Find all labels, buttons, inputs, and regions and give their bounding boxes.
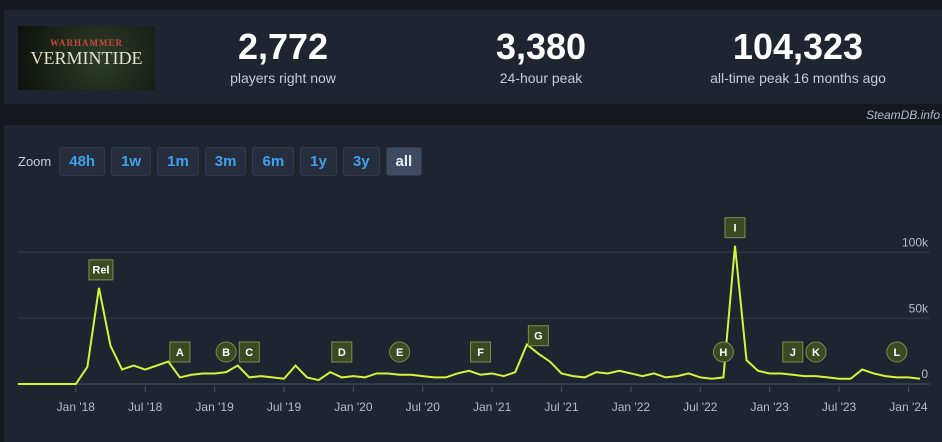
x-tick-label: Jul '20 [406,400,441,414]
event-label: Rel [92,265,109,277]
stat: 104,323 all-time peak 16 months ago [673,26,923,86]
event-label: H [719,347,727,359]
event-marker [886,341,908,363]
event-label: F [477,347,484,359]
stat-label: players right now [230,70,336,86]
event-marker [238,341,260,363]
event-marker [805,341,827,363]
event-marker [169,341,191,363]
event-marker [712,341,734,363]
stat-label: all-time peak 16 months ago [710,70,886,86]
event-label: B [222,347,230,359]
x-tick-label: Jul '23 [822,400,857,414]
zoom-button[interactable]: all [385,147,423,176]
zoom-button[interactable]: 48h [59,147,106,176]
event-label: C [245,347,253,359]
stat-value: 104,323 [732,26,864,67]
zoom-button[interactable]: 1m [157,147,199,176]
x-tick-label: Jan '22 [612,400,651,414]
y-tick-label: 100k [902,235,929,249]
x-tick-label: Jan '18 [57,400,96,414]
event-label: L [894,347,901,359]
x-tick-label: Jan '20 [334,400,373,414]
x-tick-label: Jul '22 [683,400,718,414]
event-label: J [790,347,796,359]
x-tick-label: Jan '19 [195,400,234,414]
stat-value: 3,380 [495,26,587,67]
zoom-bar: Zoom 48h 1w 1m 3m 6m 1y 3y all [18,147,423,176]
logo-name: VERMINTIDE [30,48,143,68]
event-marker [527,325,549,347]
stat: 3,380 24-hour peak [416,26,666,86]
zoom-button[interactable]: 1y [300,147,337,176]
x-tick-label: Jan '24 [889,400,928,414]
zoom-button[interactable]: 3m [204,147,247,176]
zoom-button[interactable]: 6m [252,147,295,176]
y-tick-label: 0 [921,367,928,381]
stat-value: 2,772 [237,26,329,67]
y-tick-label: 50k [909,301,929,315]
x-tick-label: Jan '23 [751,400,790,414]
zoom-button[interactable]: 3y [342,147,380,176]
x-tick-label: Jan '21 [473,400,512,414]
event-label: D [338,347,346,359]
zoom-label: Zoom [18,154,52,169]
stat-label: 24-hour peak [499,70,583,86]
stat: 2,772 players right now [158,26,408,86]
event-marker [88,259,114,281]
stats-card: WARHAMMER VERMINTIDE 2,772 players right … [4,10,942,104]
event-marker [389,341,411,363]
event-label: E [396,347,403,359]
logo-top: WARHAMMER [50,38,123,48]
event-label: A [176,347,184,359]
zoom-button[interactable]: 1w [111,147,152,176]
x-tick-label: Jul '19 [267,400,302,414]
event-marker [331,341,353,363]
event-marker [724,217,746,239]
event-marker [215,341,237,363]
chart-panel: Zoom 48h 1w 1m 3m 6m 1y 3y all [4,125,942,442]
event-label: I [733,223,736,235]
event-marker [470,341,492,363]
event-label: G [534,331,543,343]
line-series [18,245,921,385]
game-logo: WARHAMMER VERMINTIDE [18,26,155,90]
source-label: SteamDB.info [865,108,940,122]
event-marker [782,341,804,363]
x-tick-label: Jul '18 [128,400,163,414]
event-label: K [812,347,820,359]
x-tick-label: Jul '21 [544,400,579,414]
